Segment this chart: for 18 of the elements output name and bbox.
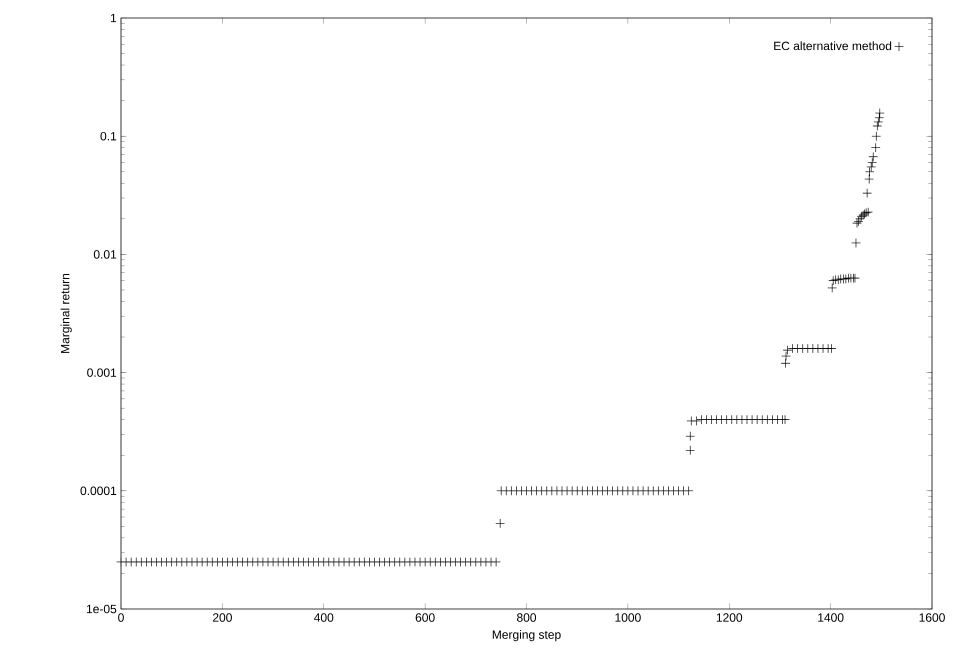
- y-tick-label: 0.0001: [80, 486, 116, 496]
- x-tick-label: 0: [118, 613, 124, 622]
- x-axis-title: Merging step: [492, 630, 561, 642]
- y-tick-label: 0.1: [100, 132, 116, 140]
- x-tick-label: 1400: [818, 613, 844, 622]
- x-tick-label: 400: [314, 613, 334, 622]
- y-tick-label: 0.001: [87, 368, 116, 377]
- y-tick-label: 0.01: [94, 250, 116, 259]
- x-tick-label: 1200: [716, 613, 742, 622]
- x-tick-label: 200: [212, 613, 232, 622]
- x-tick-label: 800: [517, 613, 536, 622]
- x-tick-label: 1600: [920, 613, 945, 622]
- x-tick-label: 1000: [615, 613, 641, 622]
- y-tick-label: 1: [110, 14, 116, 22]
- y-tick-label: 1e-05: [86, 604, 116, 614]
- x-tick-label: 600: [416, 613, 435, 622]
- y-axis-title: Marginal return: [60, 274, 72, 353]
- legend-label: EC alternative method: [774, 41, 892, 50]
